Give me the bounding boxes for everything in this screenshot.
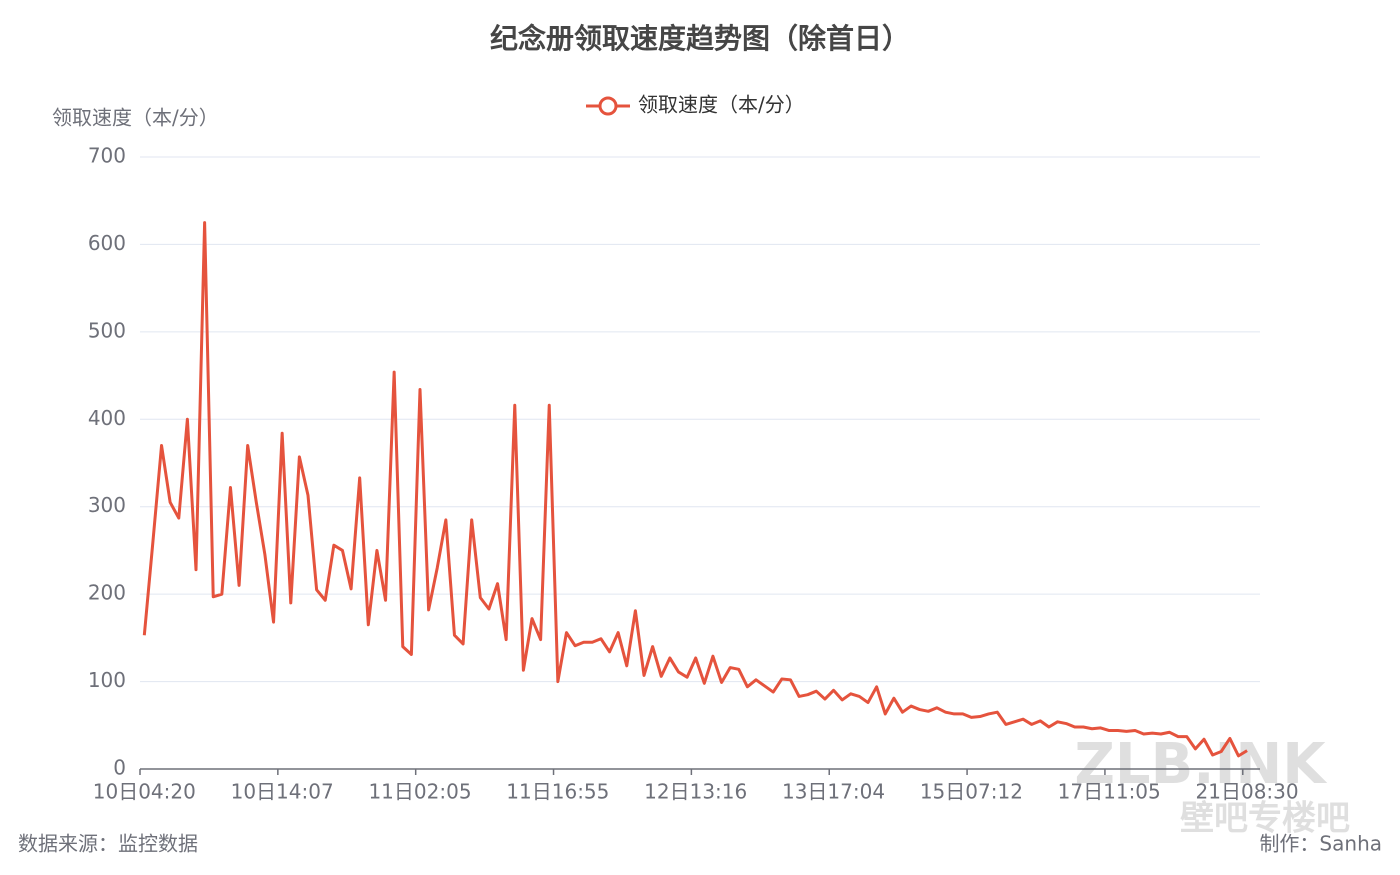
x-tick-label: 17日11:05 <box>1058 780 1161 804</box>
x-tick-label: 11日02:05 <box>368 780 471 804</box>
author-note: 制作：Sanha <box>1259 832 1382 856</box>
x-tick-label: 11日16:55 <box>506 780 609 804</box>
y-tick-label: 100 <box>88 668 126 692</box>
chart-title: 纪念册领取速度趋势图（除首日） <box>490 22 910 55</box>
source-note: 数据来源：监控数据 <box>18 832 198 856</box>
legend-label: 领取速度（本/分） <box>638 93 805 117</box>
y-tick-label: 200 <box>88 581 126 605</box>
x-tick-label: 10日14:07 <box>231 780 334 804</box>
y-tick-label: 300 <box>88 493 126 517</box>
watermark: 壁吧专楼吧 <box>1180 799 1350 839</box>
x-tick-label: 10日04:20 <box>93 780 196 804</box>
y-axis-title: 领取速度（本/分） <box>52 106 219 130</box>
y-tick-label: 400 <box>88 406 126 430</box>
y-tick-label: 500 <box>88 318 126 342</box>
x-tick-label: 13日17:04 <box>782 780 885 804</box>
legend-marker <box>598 96 618 116</box>
x-tick-label: 15日07:12 <box>920 780 1023 804</box>
series-line <box>142 221 1248 758</box>
y-tick-label: 600 <box>88 231 126 255</box>
y-tick-label: 700 <box>88 144 126 168</box>
x-tick-label: 21日08:30 <box>1196 780 1299 804</box>
y-tick-label: 0 <box>113 756 126 780</box>
x-tick-label: 12日13:16 <box>644 780 747 804</box>
